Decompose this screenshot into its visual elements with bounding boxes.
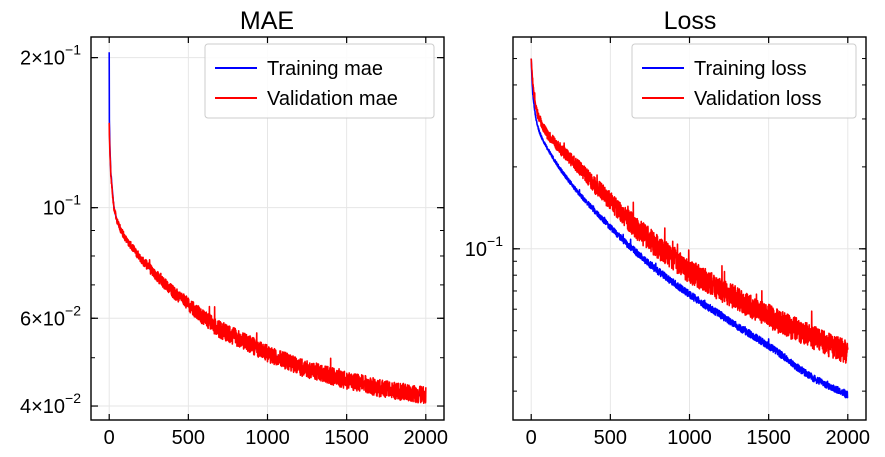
mae-y-tick-label: 10−1 bbox=[43, 192, 81, 220]
mae-legend-label: Training mae bbox=[267, 58, 383, 80]
mae-y-tick-label: 2×10−1 bbox=[20, 42, 81, 70]
loss-x-tick-label: 0 bbox=[526, 427, 537, 449]
mae-x-tick-label: 0 bbox=[104, 427, 115, 449]
mae-x-tick-label: 1000 bbox=[245, 427, 290, 449]
loss-legend: Training loss Validation loss bbox=[631, 43, 857, 119]
mae-y-tick-label: 6×10−2 bbox=[20, 302, 81, 330]
loss-legend-label: Training loss bbox=[694, 58, 807, 80]
mae-title: MAE bbox=[240, 7, 294, 35]
loss-legend-label: Validation loss bbox=[694, 88, 821, 110]
loss-series-validation-loss bbox=[530, 58, 849, 364]
loss-panel: Loss 0 500 1000 1500 2000 10−1 Training loss V… bbox=[465, 7, 870, 449]
mae-panel: MAE 0 500 1000 1500 2000 4×10−2 6×10−2 10−1 2×10… bbox=[20, 7, 448, 449]
loss-x-tick-label: 1000 bbox=[667, 427, 712, 449]
mae-y-tick-label: 4×10−2 bbox=[20, 390, 81, 418]
mae-x-tick-label: 1500 bbox=[324, 427, 369, 449]
loss-y-tick-label: 10−1 bbox=[465, 233, 503, 261]
mae-x-tick-label: 2000 bbox=[404, 427, 449, 449]
mae-legend-label: Validation mae bbox=[267, 88, 398, 110]
loss-title: Loss bbox=[664, 7, 717, 35]
loss-x-tick-label: 1500 bbox=[746, 427, 791, 449]
mae-legend: Training mae Validation mae bbox=[204, 43, 435, 119]
mae-legend-box bbox=[204, 43, 435, 119]
loss-legend-box bbox=[631, 43, 857, 119]
loss-x-tick-label: 500 bbox=[594, 427, 627, 449]
mae-series-validation-mae bbox=[108, 122, 427, 405]
loss-series-training-loss bbox=[530, 58, 849, 399]
mae-x-tick-label: 500 bbox=[172, 427, 205, 449]
loss-x-tick-label: 2000 bbox=[826, 427, 871, 449]
